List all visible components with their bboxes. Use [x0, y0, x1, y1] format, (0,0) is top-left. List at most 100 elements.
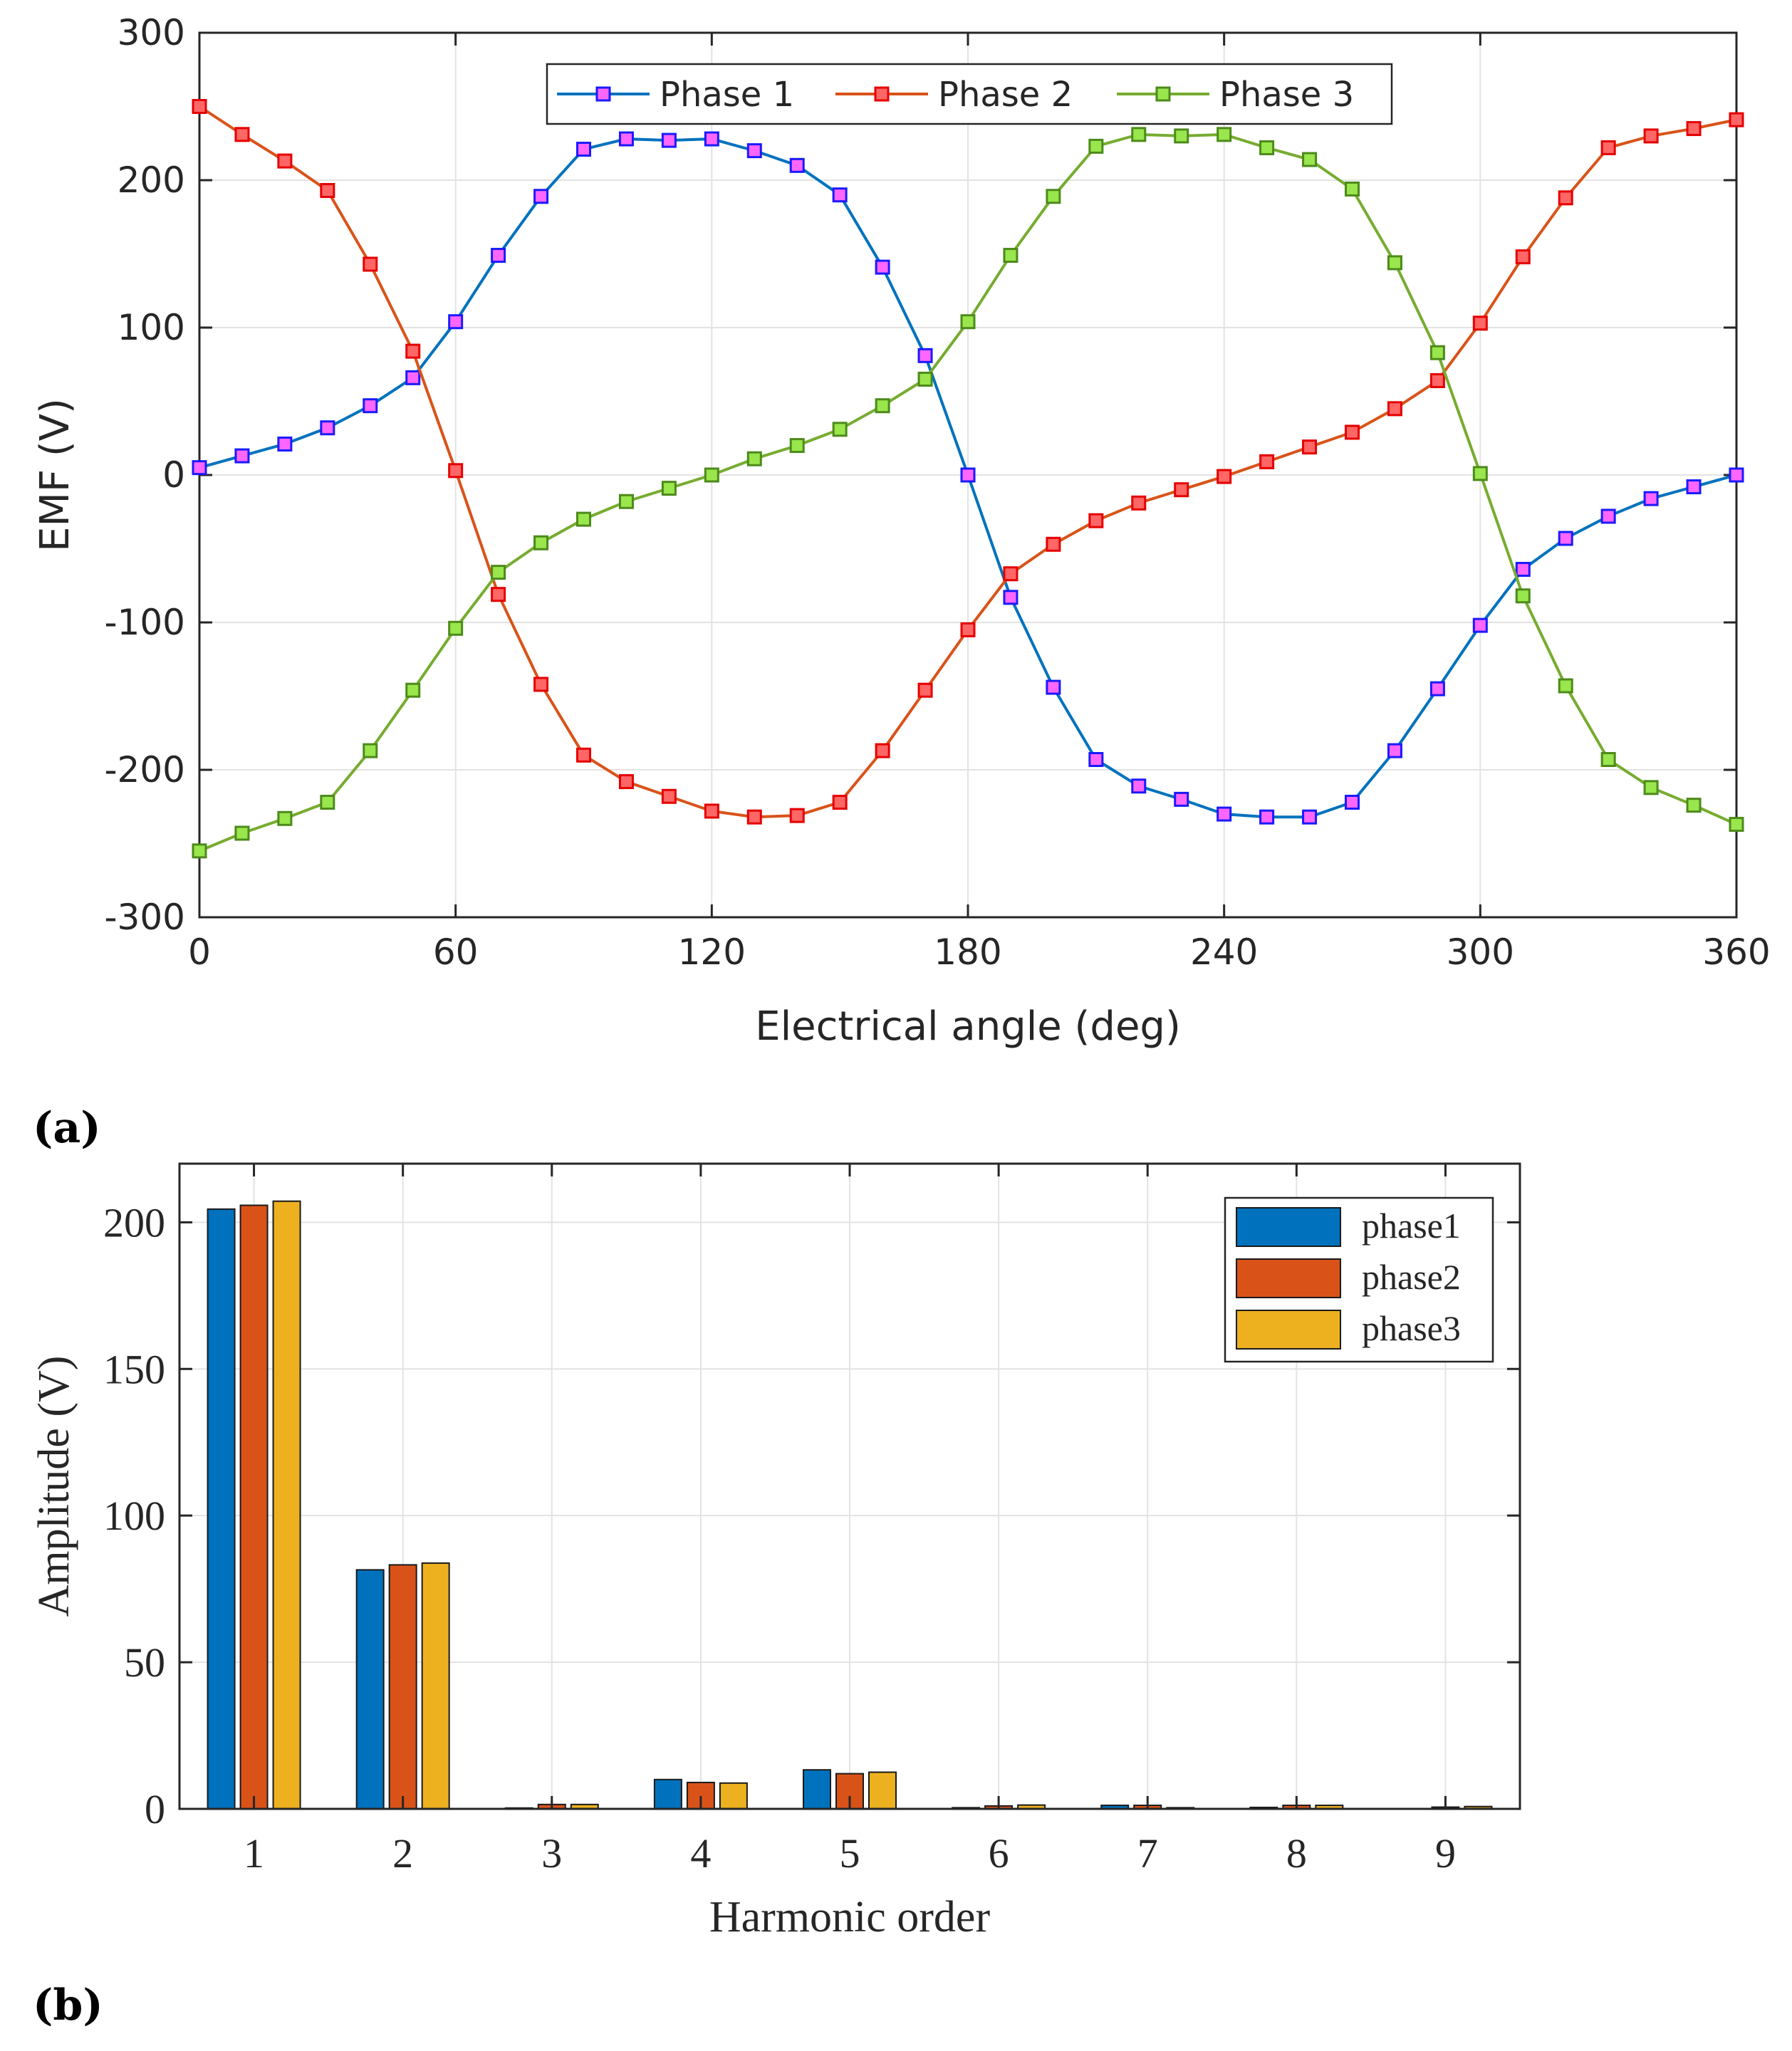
data-point: [1558, 678, 1573, 694]
bar-phase1: [355, 1569, 385, 1810]
data-point: [1472, 466, 1488, 481]
data-point: [1003, 248, 1019, 263]
data-point: [448, 314, 464, 330]
data-point: [448, 463, 464, 479]
data-point: [1088, 513, 1104, 528]
x-tick-label: 9: [1435, 1830, 1456, 1877]
x-tick-label: 6: [989, 1830, 1009, 1877]
data-point: [1174, 791, 1189, 807]
y-tick-label: -200: [105, 749, 185, 790]
data-point: [363, 398, 378, 414]
y-axis-label: EMF (V): [32, 398, 78, 552]
data-point: [320, 182, 335, 198]
y-tick-label: 200: [103, 1199, 165, 1246]
data-point: [1259, 454, 1275, 469]
data-point: [363, 743, 378, 758]
y-tick-label: 100: [118, 307, 185, 348]
data-point: [960, 622, 976, 637]
x-tick-label: 300: [1447, 931, 1514, 973]
y-tick-label: 0: [162, 454, 185, 496]
data-point: [405, 682, 421, 698]
data-point: [234, 825, 250, 841]
data-point: [192, 460, 207, 476]
bar-phase1: [207, 1208, 236, 1810]
data-point: [704, 467, 719, 483]
data-point: [832, 795, 848, 810]
data-point: [1429, 345, 1445, 360]
x-tick-label: 0: [188, 931, 211, 973]
data-point: [1515, 249, 1531, 265]
data-point: [789, 808, 805, 823]
x-tick-label: 240: [1190, 931, 1258, 973]
bar-phase1: [653, 1778, 682, 1810]
data-point: [1643, 780, 1659, 795]
legend-label: phase1: [1362, 1206, 1461, 1246]
data-point: [1600, 140, 1616, 155]
data-point: [277, 810, 293, 826]
data-point: [1515, 588, 1531, 604]
legend-marker-phase-1: [595, 86, 611, 102]
data-point: [1387, 255, 1402, 271]
legend-marker-phase-3: [1155, 86, 1171, 102]
data-point: [1003, 590, 1019, 605]
data-point: [1387, 401, 1402, 417]
data-point: [1217, 127, 1232, 142]
data-point: [1345, 181, 1360, 197]
data-point: [746, 143, 762, 159]
x-axis-label: Harmonic order: [709, 1893, 991, 1941]
data-point: [704, 803, 719, 819]
legend-swatch-phase3: [1236, 1310, 1341, 1350]
x-axis-label: Electrical angle (deg): [755, 1003, 1181, 1050]
data-point: [661, 132, 677, 148]
x-tick-label: 5: [840, 1830, 860, 1877]
data-point: [234, 448, 250, 464]
data-point: [1345, 795, 1360, 810]
x-tick-label: 2: [392, 1830, 413, 1877]
bar-phase2: [239, 1204, 269, 1810]
data-point: [448, 620, 464, 636]
data-point: [1302, 809, 1318, 825]
data-point: [1302, 152, 1318, 167]
bar-phase2: [388, 1564, 417, 1810]
data-point: [746, 809, 762, 825]
data-point: [1003, 566, 1019, 582]
legend-box-a: [546, 63, 1393, 125]
y-tick-label: -100: [105, 602, 185, 643]
data-point: [491, 587, 506, 602]
data-point: [1088, 752, 1104, 768]
data-point: [875, 743, 890, 758]
legend-marker-phase-2: [874, 86, 890, 102]
x-tick-label: 360: [1702, 931, 1770, 973]
legend-swatch-phase1: [1236, 1207, 1341, 1247]
data-point: [618, 494, 634, 509]
y-tick-label: 150: [103, 1346, 165, 1392]
data-point: [1686, 798, 1702, 813]
panel-label-a: (a): [33, 1103, 101, 1153]
data-point: [576, 511, 591, 527]
data-point: [746, 451, 762, 466]
data-point: [1131, 127, 1147, 142]
y-tick-label: 300: [118, 12, 185, 53]
data-point: [1643, 491, 1659, 506]
data-point: [405, 343, 421, 359]
legend-label: phase3: [1362, 1308, 1461, 1348]
data-point: [875, 398, 890, 414]
data-point: [1387, 743, 1402, 758]
data-point: [1729, 817, 1744, 833]
x-tick-label: 120: [678, 931, 746, 973]
data-point: [1729, 467, 1744, 483]
data-point: [533, 535, 549, 550]
data-point: [618, 774, 634, 790]
x-tick-label: 1: [244, 1830, 264, 1877]
data-point: [277, 437, 293, 452]
legend-label: Phase 3: [1219, 75, 1354, 115]
y-tick-label: 100: [103, 1493, 165, 1539]
legend-label: Phase 1: [660, 75, 794, 115]
data-point: [1259, 809, 1275, 825]
data-point: [661, 481, 677, 496]
data-point: [1515, 561, 1531, 577]
bar-phase3: [719, 1782, 748, 1810]
data-point: [1600, 752, 1616, 768]
y-tick-label: -300: [105, 897, 185, 938]
